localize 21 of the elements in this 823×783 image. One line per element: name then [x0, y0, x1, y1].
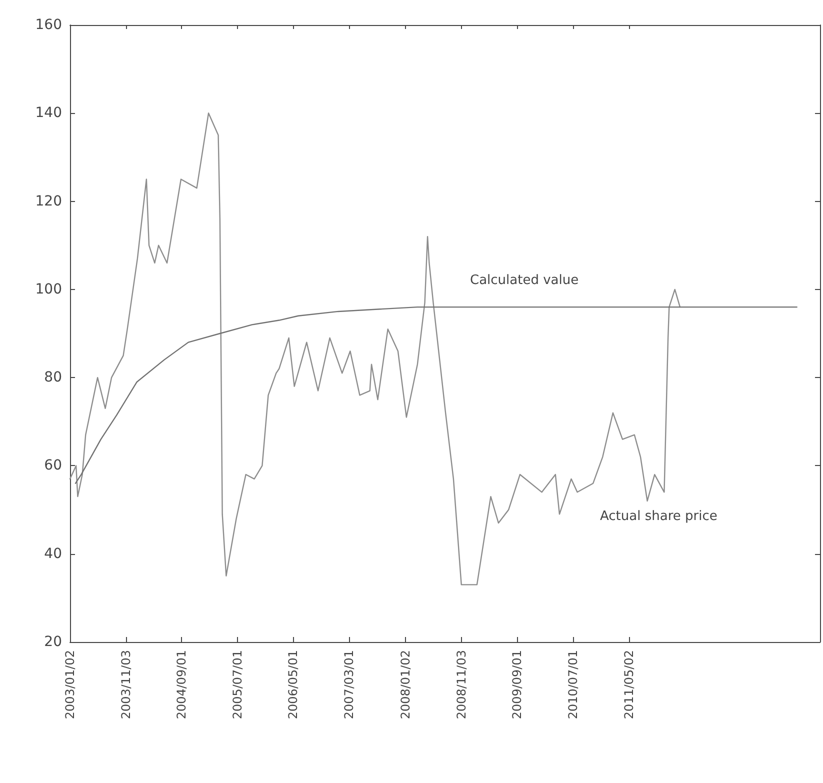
y-tick-label: 140 [35, 105, 62, 122]
series-label: Actual share price [600, 509, 718, 524]
y-tick-label: 120 [35, 193, 62, 210]
x-tick-label: 2006/05/01 [286, 650, 300, 720]
x-tick-label: 2011/05/02 [622, 650, 636, 720]
y-tick-label: 80 [44, 370, 62, 386]
x-tick-label: 2003/11/03 [119, 650, 134, 720]
series-label: Calculated value [470, 273, 579, 288]
y-tick-label: 160 [35, 17, 62, 33]
x-tick-label: 2010/07/01 [566, 650, 580, 720]
x-tick-label: 2003/01/02 [63, 650, 77, 720]
y-tick-label: 60 [44, 458, 62, 474]
x-tick-label: 2009/09/01 [510, 650, 524, 720]
x-tick-label: 2008/01/02 [398, 650, 412, 720]
x-tick-label: 2008/11/03 [454, 650, 469, 720]
y-tick-label: 100 [35, 281, 62, 298]
x-tick-label: 2005/07/01 [230, 650, 244, 720]
x-tick-label: 2004/09/01 [174, 650, 189, 720]
y-tick-label: 20 [44, 634, 62, 650]
x-tick-label: 2007/03/01 [342, 650, 356, 720]
y-tick-label: 40 [44, 546, 62, 562]
